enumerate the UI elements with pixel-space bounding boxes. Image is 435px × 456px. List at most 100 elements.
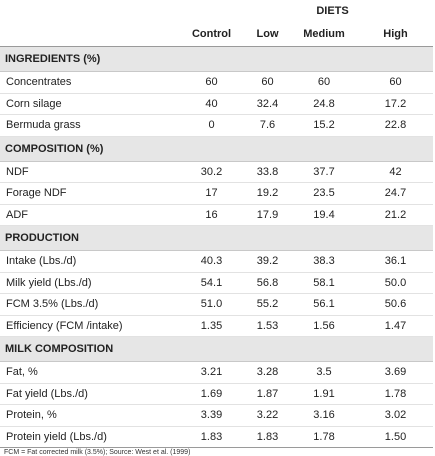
table-row: Protein yield (Lbs./d) 1.83 1.83 1.78 1.50: [0, 426, 434, 448]
section-title: INGREDIENTS (%): [0, 46, 434, 72]
table-cell: 56.1: [290, 293, 358, 316]
column-header-high: High: [358, 22, 434, 47]
table-cell: 40: [178, 93, 245, 115]
table-row: Forage NDF 17 19.2 23.5 24.7: [0, 182, 434, 205]
column-header-low: Low: [245, 22, 290, 47]
row-label: NDF: [0, 161, 178, 183]
table-cell: 16: [178, 204, 245, 226]
section-header-row: MILK COMPOSITION: [0, 336, 434, 362]
section-title: PRODUCTION: [0, 225, 434, 251]
table-cell: 32.4: [245, 93, 290, 115]
column-header-row: Control Low Medium High: [0, 22, 434, 47]
section-header-row: COMPOSITION (%): [0, 136, 434, 162]
table-cell: 3.69: [358, 361, 434, 384]
group-header-row: DIETS: [0, 0, 433, 22]
row-label: Protein yield (Lbs./d): [0, 426, 178, 448]
column-header-medium: Medium: [290, 22, 358, 47]
row-label: Milk yield (Lbs./d): [0, 272, 178, 294]
table-row: Efficiency (FCM /intake) 1.35 1.53 1.56 1.47: [0, 315, 434, 337]
table-cell: 1.83: [245, 426, 290, 448]
table-cell: 1.50: [358, 426, 434, 448]
column-header-control: Control: [178, 22, 245, 47]
table-cell: 58.1: [290, 272, 358, 294]
row-label: ADF: [0, 204, 178, 226]
table-row: ADF 16 17.9 19.4 21.2: [0, 204, 434, 226]
table-cell: 23.5: [290, 182, 358, 205]
table-cell: 3.28: [245, 361, 290, 384]
table-cell: 3.39: [178, 404, 245, 427]
table-cell: 7.6: [245, 114, 290, 137]
table-cell: 1.83: [178, 426, 245, 448]
table-cell: 22.8: [358, 114, 434, 137]
label-column-header: [0, 22, 178, 47]
table-cell: 36.1: [358, 250, 434, 273]
table-cell: 21.2: [358, 204, 434, 226]
table-cell: 60: [358, 71, 434, 94]
table-row: Fat, % 3.21 3.28 3.5 3.69: [0, 361, 434, 384]
table-row: Intake (Lbs./d) 40.3 39.2 38.3 36.1: [0, 250, 434, 273]
row-label: Forage NDF: [0, 182, 178, 205]
table-cell: 3.16: [290, 404, 358, 427]
table-cell: 3.21: [178, 361, 245, 384]
row-label: Fat, %: [0, 361, 178, 384]
table-row: Bermuda grass 0 7.6 15.2 22.8: [0, 114, 434, 137]
table-cell: 24.7: [358, 182, 434, 205]
row-label: Protein, %: [0, 404, 178, 427]
table-cell: 1.78: [358, 383, 434, 405]
table-cell: 51.0: [178, 293, 245, 316]
section-title: MILK COMPOSITION: [0, 336, 434, 362]
row-label: Bermuda grass: [0, 114, 178, 137]
table-cell: 3.02: [358, 404, 434, 427]
table-cell: 60: [245, 71, 290, 94]
table-cell: 1.47: [358, 315, 434, 337]
row-label: Corn silage: [0, 93, 178, 115]
table-cell: 1.78: [290, 426, 358, 448]
table-cell: 17.2: [358, 93, 434, 115]
table-cell: 55.2: [245, 293, 290, 316]
table-cell: 15.2: [290, 114, 358, 137]
table-cell: 60: [290, 71, 358, 94]
table-cell: 0: [178, 114, 245, 137]
table-cell: 56.8: [245, 272, 290, 294]
section-header-row: INGREDIENTS (%): [0, 46, 434, 72]
table-cell: 3.5: [290, 361, 358, 384]
row-label: Concentrates: [0, 71, 178, 94]
table-row: Milk yield (Lbs./d) 54.1 56.8 58.1 50.0: [0, 272, 434, 294]
table-cell: 37.7: [290, 161, 358, 183]
table-cell: 50.6: [358, 293, 434, 316]
table-cell: 1.35: [178, 315, 245, 337]
table-cell: 1.56: [290, 315, 358, 337]
table-cell: 1.69: [178, 383, 245, 405]
table-cell: 40.3: [178, 250, 245, 273]
table-cell: 60: [178, 71, 245, 94]
table-row: Concentrates 60 60 60 60: [0, 71, 434, 94]
table-cell: 1.87: [245, 383, 290, 405]
table-cell: 1.53: [245, 315, 290, 337]
table-row: Fat yield (Lbs./d) 1.69 1.87 1.91 1.78: [0, 383, 434, 405]
table-cell: 17.9: [245, 204, 290, 226]
footnote: FCM = Fat corrected milk (3.5%); Source:…: [4, 449, 191, 456]
table-row: Corn silage 40 32.4 24.8 17.2: [0, 93, 434, 115]
row-label: Intake (Lbs./d): [0, 250, 178, 273]
table-row: NDF 30.2 33.8 37.7 42: [0, 161, 434, 183]
row-label: FCM 3.5% (Lbs./d): [0, 293, 178, 316]
section-title: COMPOSITION (%): [0, 136, 434, 162]
table-cell: 1.91: [290, 383, 358, 405]
row-label: Efficiency (FCM /intake): [0, 315, 178, 337]
table-cell: 33.8: [245, 161, 290, 183]
table-cell: 39.2: [245, 250, 290, 273]
diets-group-header: DIETS: [316, 5, 349, 17]
table-row: Protein, % 3.39 3.22 3.16 3.02: [0, 404, 434, 427]
table-cell: 24.8: [290, 93, 358, 115]
table-cell: 17: [178, 182, 245, 205]
table-cell: 19.4: [290, 204, 358, 226]
table-row: FCM 3.5% (Lbs./d) 51.0 55.2 56.1 50.6: [0, 293, 434, 316]
section-header-row: PRODUCTION: [0, 225, 434, 251]
table-cell: 50.0: [358, 272, 434, 294]
row-label: Fat yield (Lbs./d): [0, 383, 178, 405]
table-cell: 3.22: [245, 404, 290, 427]
table-cell: 42: [358, 161, 434, 183]
table-cell: 19.2: [245, 182, 290, 205]
